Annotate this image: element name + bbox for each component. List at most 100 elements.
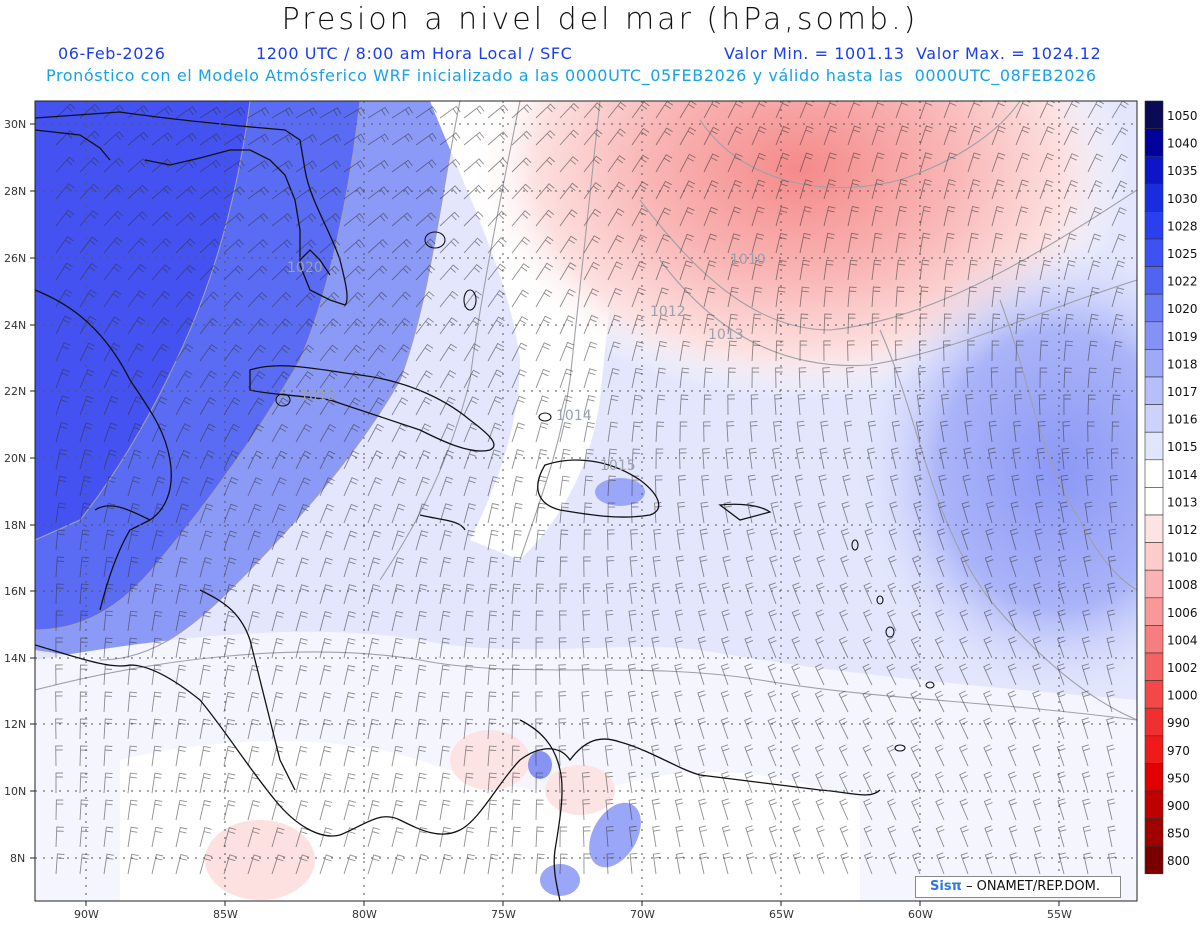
wind-barb [652,852,661,875]
wind-barb [439,853,452,875]
wind-barb [223,637,236,659]
wind-barb [1039,367,1048,389]
wind-barb [511,529,522,551]
wind-barb [199,503,214,524]
wind-barb [911,825,921,848]
wind-barb [652,582,661,605]
wind-barb [871,259,882,281]
wind-barb [367,265,388,281]
wind-barb [55,718,63,740]
wind-barb [535,826,545,848]
wind-barb [679,287,693,308]
wind-barb [631,287,646,308]
wind-barb [199,370,217,389]
wind-barb [247,239,268,254]
isobar-label: 1014 [556,408,592,424]
wind-barb [415,370,433,389]
wind-barb [1015,340,1024,362]
wind-barb [751,340,761,362]
wind-barb [247,107,270,119]
colorbar-label: 1013 [1167,495,1198,509]
wind-barb [1111,127,1129,146]
wind-barb [964,420,973,443]
wind-barb [1039,126,1055,146]
wind-barb [871,152,885,173]
wind-barb [991,259,1003,281]
wind-barb [745,825,754,848]
wind-barb [367,772,380,794]
wind-barb [559,262,577,281]
wind-barb [367,477,383,497]
wind-barb [199,691,211,713]
wind-barb [815,636,825,659]
wind-barb [1034,528,1043,551]
wind-barb [391,317,411,335]
wind-barb [847,205,860,227]
wind-barb [559,421,572,443]
wind-barb [990,367,999,389]
wind-barb [607,128,626,146]
wind-barb [891,420,900,443]
wind-barb [868,393,877,416]
wind-barb [415,503,430,524]
wind-barb [391,745,403,767]
wind-barb [343,503,358,524]
wind-barb [343,773,356,794]
wind-barb [1087,286,1100,308]
wind-barb [792,852,802,875]
map-title: Presion a nivel del mar (hPa,somb.) [281,2,919,37]
wind-barb [1032,744,1041,767]
wind-barb [511,691,520,713]
wind-barb [367,133,389,146]
wind-barb [463,184,484,200]
wind-barb [1082,582,1091,605]
colorbar-label: 1016 [1167,413,1198,427]
wind-barb [679,313,692,335]
wind-barb [967,152,981,173]
wind-barb [55,209,75,227]
wind-barb [991,179,1005,200]
wind-barb [607,261,624,281]
wind-barb [439,530,452,551]
wind-barb [768,582,778,605]
colorbar-swatch [1144,376,1164,405]
wind-barb [247,291,268,308]
wind-barb [295,611,309,632]
wind-barb [934,771,945,794]
wind-barb [223,827,237,848]
lon-label: 85W [213,908,238,921]
wind-barb [103,263,122,281]
wind-barb [605,609,614,632]
wind-barb [295,239,317,254]
wind-barb [1111,313,1124,335]
wind-barb [698,582,707,605]
wind-barb [559,448,571,470]
wind-barb [607,181,626,200]
wind-barb [175,610,187,632]
wind-barb [511,583,521,605]
wind-barb [151,132,173,146]
wind-barb [655,207,672,227]
wind-barb [744,636,754,659]
wind-barb [887,825,897,848]
wind-barb [628,798,637,821]
wind-barb [627,663,637,686]
wind-barb [862,717,873,740]
wind-barb [986,474,996,497]
lon-label: 60W [908,908,933,921]
wind-barb [319,450,336,470]
wind-barb [103,369,120,389]
wind-barb [583,502,593,524]
colorbar-swatch [1144,459,1164,488]
wind-barb [919,232,931,254]
wind-barb [439,718,450,740]
wind-barb [343,344,362,362]
wind-barb [895,101,910,119]
wind-barb [295,397,313,416]
wind-barb [983,798,993,821]
wind-barb [175,370,193,389]
wind-barb [823,340,831,362]
wind-barb [727,179,742,200]
wind-barb [199,799,212,821]
wind-barb [463,583,475,605]
